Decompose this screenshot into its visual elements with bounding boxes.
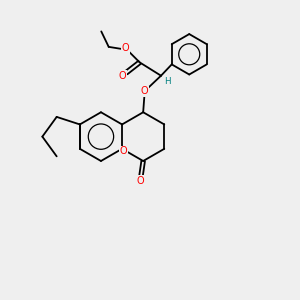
Text: O: O xyxy=(137,176,145,186)
Text: O: O xyxy=(141,86,148,96)
Text: O: O xyxy=(119,71,127,81)
Text: O: O xyxy=(122,44,129,53)
Text: H: H xyxy=(164,76,171,85)
Text: O: O xyxy=(120,146,128,156)
